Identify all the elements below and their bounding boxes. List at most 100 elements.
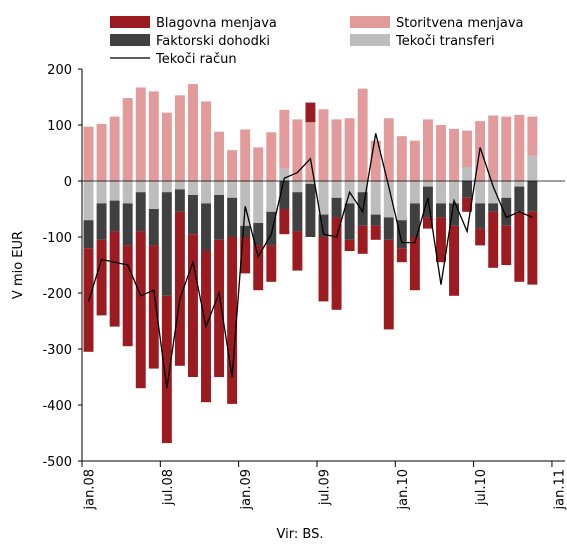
legend-label: Faktorski dohodki: [156, 34, 270, 49]
bar: [122, 245, 133, 347]
bar: [201, 101, 211, 181]
bar: [266, 181, 277, 212]
bar: [292, 181, 303, 193]
legend-label: Storitvena menjava: [396, 16, 524, 31]
bar: [148, 245, 159, 369]
bar: [383, 118, 394, 181]
legend-swatch: [350, 34, 390, 46]
bar: [161, 192, 172, 296]
legend-label: Tekoči transferi: [395, 34, 495, 49]
bar: [240, 181, 251, 226]
bar: [514, 211, 525, 282]
bar: [488, 203, 499, 212]
bar: [409, 140, 420, 181]
bar: [501, 116, 512, 181]
bar: [292, 119, 303, 181]
bar: [436, 217, 446, 263]
bar: [462, 181, 473, 198]
bar: [370, 181, 381, 215]
bar: [240, 129, 251, 181]
bar: [527, 116, 538, 156]
legend-swatch: [110, 16, 150, 28]
bar: [436, 125, 446, 181]
bar: [96, 203, 107, 240]
bar: [331, 217, 342, 310]
bar: [214, 181, 225, 195]
bar: [253, 147, 264, 181]
legend-swatch: [110, 34, 150, 46]
bar: [305, 122, 316, 181]
bar: [292, 231, 303, 271]
bar: [357, 181, 368, 193]
bar: [83, 181, 94, 221]
bar: [318, 214, 329, 237]
bar: [331, 197, 342, 218]
y-tick-label: -400: [42, 399, 72, 414]
bar: [148, 91, 159, 181]
bar: [161, 112, 172, 181]
x-tick-label: jan.11: [552, 469, 567, 511]
bar: [201, 203, 211, 251]
bar: [383, 217, 394, 240]
bar: [318, 237, 329, 302]
bar: [422, 217, 433, 229]
bar: [135, 87, 146, 181]
bar: [214, 195, 225, 240]
bar: [318, 181, 329, 215]
bar: [514, 114, 525, 181]
bar: [253, 245, 264, 291]
bar: [357, 88, 368, 181]
bar: [383, 181, 394, 218]
bar: [409, 237, 420, 291]
bar: [396, 136, 407, 181]
bar: [462, 130, 473, 167]
legend-label: Tekoči račun: [155, 52, 237, 67]
y-tick-label: -300: [42, 343, 72, 358]
bar: [187, 195, 198, 235]
bar: [396, 220, 407, 249]
bar: [383, 239, 394, 330]
bar: [96, 181, 107, 204]
bar: [187, 84, 198, 181]
bar: [488, 181, 499, 204]
y-axis-label: V mio EUR: [11, 231, 26, 299]
legend-swatch: [350, 16, 390, 28]
bar: [305, 181, 316, 184]
bar: [409, 181, 420, 204]
bar: [357, 225, 368, 254]
bar: [331, 181, 342, 198]
bar: [187, 181, 198, 195]
bar: [279, 168, 290, 181]
x-tick-label: jul.08: [161, 469, 176, 506]
bar: [449, 203, 460, 226]
bar: [462, 167, 473, 181]
bar: [214, 239, 225, 377]
bar: [135, 181, 146, 193]
bar: [370, 214, 381, 226]
bar: [109, 116, 120, 181]
bar: [527, 155, 538, 181]
line: [87, 133, 533, 389]
bar: [305, 183, 316, 237]
bar: [422, 119, 433, 181]
bar: [122, 203, 133, 246]
bar: [148, 181, 159, 209]
bar: [462, 197, 473, 212]
source: Vir: BS.: [277, 527, 324, 542]
bar: [122, 98, 133, 181]
bar: [253, 223, 264, 246]
bar: [201, 181, 211, 204]
x-tick-label: jul.09: [318, 469, 333, 506]
bar: [514, 186, 525, 212]
bar: [253, 181, 264, 223]
bar: [148, 209, 159, 246]
bar: [449, 225, 460, 296]
bar: [174, 181, 185, 190]
bar: [266, 245, 277, 282]
y-tick-label: -500: [42, 455, 72, 470]
bar: [227, 150, 238, 181]
bar: [488, 115, 499, 181]
bar: [292, 192, 303, 232]
bar: [135, 192, 146, 232]
